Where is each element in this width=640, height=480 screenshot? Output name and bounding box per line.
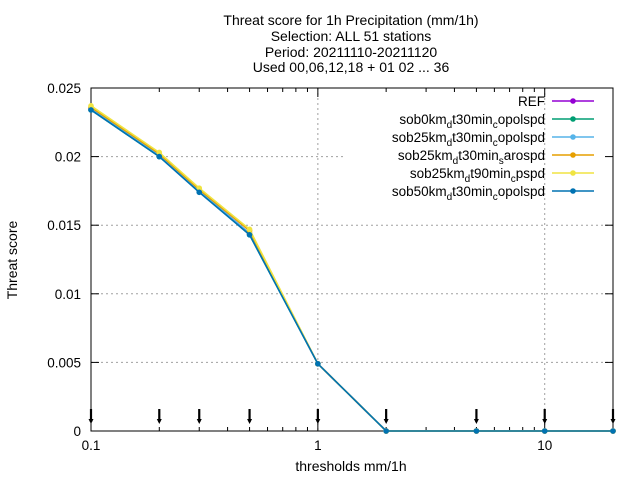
legend-entry: sob25kmdt30mincopolspd — [392, 130, 594, 149]
data-series — [88, 103, 616, 434]
threshold-marker-arrow — [156, 419, 162, 424]
series-sob50km-d-t30min-c-opolspd — [88, 107, 616, 434]
legend-entry: sob50kmdt30mincopolspd — [392, 184, 594, 203]
legend-entry: REF — [518, 94, 594, 109]
threshold-marker-arrow — [315, 419, 321, 424]
legend-swatch-point — [570, 116, 576, 122]
threshold-marker-arrow — [383, 419, 389, 424]
data-point — [610, 428, 616, 434]
data-point — [246, 226, 253, 233]
y-tick-label: 0.025 — [47, 81, 81, 96]
data-point — [196, 185, 203, 191]
data-point — [88, 107, 94, 113]
legend-swatch-point — [570, 152, 576, 158]
data-point — [156, 153, 163, 160]
legend-swatch-point — [570, 188, 576, 194]
threshold-marker-arrow — [542, 419, 548, 424]
title-line-2: Selection: ALL 51 stations — [271, 28, 432, 44]
y-tick-label: 0.015 — [47, 218, 81, 233]
legend-label: sob25kmdt30minsarospd — [398, 148, 545, 167]
data-point — [315, 360, 321, 367]
title-line-3: Period: 20211110-20211120 — [265, 44, 438, 60]
chart-title: Threat score for 1h Precipitation (mm/1h… — [223, 12, 478, 75]
threshold-marker-arrow — [247, 419, 253, 424]
data-point — [196, 189, 203, 196]
legend-swatch-point — [570, 134, 576, 140]
legend-label: sob0kmdt30mincopolspd — [399, 112, 545, 131]
tick-labels: 0 0.005 0.01 0.015 0.02 0.025 0.1 1 10 — [47, 81, 552, 453]
grid-lines — [91, 88, 613, 431]
data-point — [473, 428, 480, 434]
y-axis-label: Threat score — [4, 220, 20, 299]
y-tick-label: 0 — [73, 424, 81, 439]
y-tick-label: 0.005 — [47, 355, 81, 370]
title-line-1: Threat score for 1h Precipitation (mm/1h… — [223, 12, 478, 28]
data-point — [246, 232, 253, 238]
legend-label: sob50kmdt30mincopolspd — [392, 184, 545, 203]
legend-label: sob25kmdt30mincopolspd — [392, 130, 545, 149]
x-axis-label: thresholds mm/1h — [295, 458, 406, 474]
y-tick-label: 0.01 — [55, 287, 81, 302]
legend-entry: sob0kmdt30mincopolspd — [399, 112, 594, 131]
x-tick-label: 1 — [314, 438, 322, 453]
x-tick-label: 10 — [537, 438, 552, 453]
legend-label: REF — [518, 94, 545, 109]
threshold-marker-arrow — [88, 419, 94, 424]
y-tick-label: 0.02 — [55, 150, 81, 165]
threshold-marker-arrow — [196, 419, 202, 424]
data-point — [88, 103, 94, 109]
legend-swatch-point — [570, 98, 576, 104]
threshold-marker-arrow — [610, 419, 616, 424]
threshold-marker-arrow — [473, 419, 479, 424]
data-point — [156, 149, 163, 156]
x-tick-label: 0.1 — [82, 438, 101, 453]
legend-swatch-point — [570, 170, 576, 176]
data-point — [541, 428, 548, 434]
legend: REF sob0kmdt30mincopolspdsob25kmdt30minco… — [392, 94, 594, 203]
legend-entry: sob25kmdt30minsarospd — [398, 148, 594, 167]
legend-entry: sob25kmdt90mincpspd — [410, 166, 594, 185]
threshold-marker-ticks — [88, 409, 616, 424]
title-line-4: Used 00,06,12,18 + 01 02 ... 36 — [253, 59, 450, 75]
plot-border — [90, 87, 614, 432]
data-point — [383, 428, 389, 434]
legend-label: sob25kmdt90mincpspd — [410, 166, 545, 185]
